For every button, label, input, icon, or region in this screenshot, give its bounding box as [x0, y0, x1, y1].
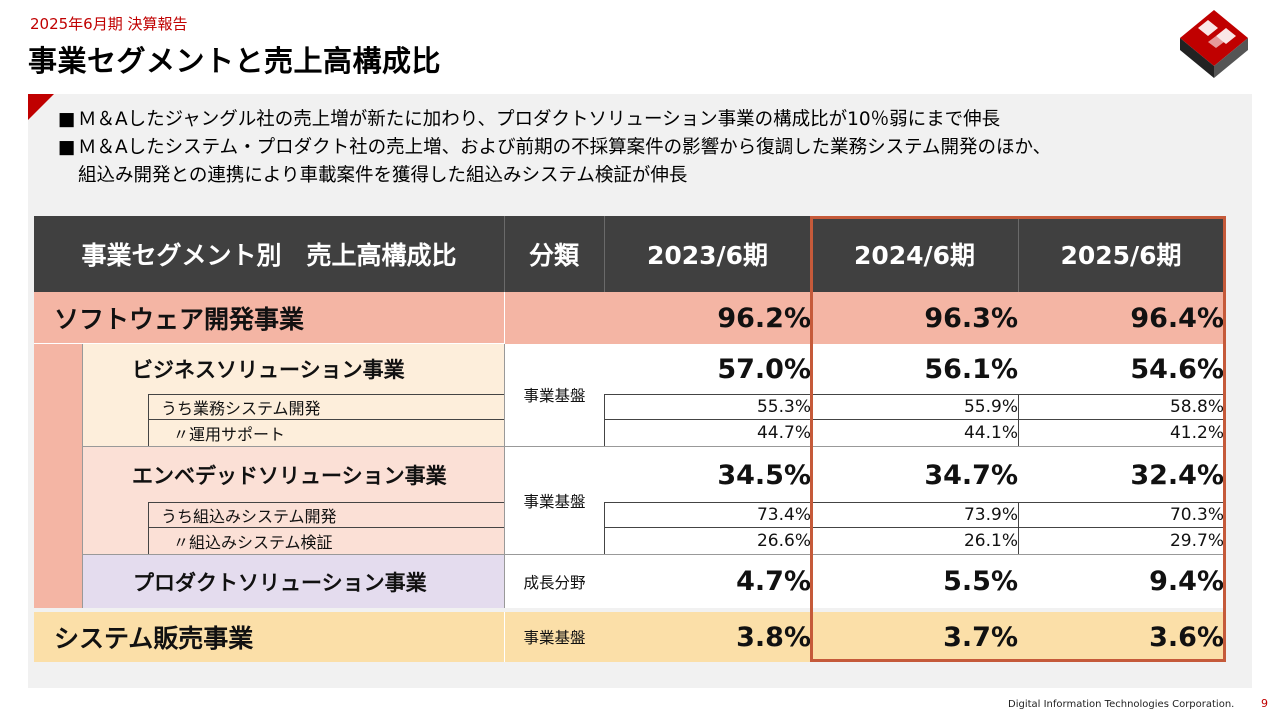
product-values-bg — [604, 554, 1224, 608]
software-2023: 96.2% — [604, 292, 811, 344]
bullet-mark: ■ — [58, 137, 76, 158]
header-divider — [604, 216, 605, 292]
system-sales-label: システム販売事業 — [34, 612, 504, 662]
business-sub1-2023: 55.3% — [604, 394, 811, 420]
business-2023: 57.0% — [717, 353, 811, 385]
header-2025: 2025/6期 — [1018, 216, 1224, 292]
row-separator — [34, 608, 1224, 612]
header-divider — [504, 216, 505, 292]
system-sales-category: 事業基盤 — [504, 612, 604, 662]
header-category: 分類 — [504, 216, 604, 292]
embedded-values-bg — [604, 446, 1224, 554]
product-2025: 9.4% — [1149, 565, 1224, 597]
bullet-1: ■ Ｍ＆Aしたジャングル社の売上増が新たに加わり、プロダクトソリューション事業の構… — [58, 106, 1051, 134]
bullet-2-continued: 組込み開発との連携により車載案件を獲得した組込みシステム検証が伸長 — [58, 162, 1051, 190]
system-sales-2023: 3.8% — [604, 612, 811, 662]
footer-company: Digital Information Technologies Corpora… — [1008, 699, 1235, 710]
embedded-sub1-2025: 70.3% — [1018, 502, 1224, 528]
header-divider — [1018, 216, 1019, 292]
embedded-sub1-2023: 73.4% — [604, 502, 811, 528]
header-segment: 事業セグメント別 売上高構成比 — [34, 216, 504, 292]
system-sales-2024: 3.7% — [811, 612, 1018, 662]
business-sub1-label: うち業務システム開発 — [148, 394, 504, 420]
highlight-frame — [810, 216, 1226, 662]
header-2024: 2024/6期 — [811, 216, 1018, 292]
business-label: ビジネスソリューション事業 — [132, 358, 405, 382]
bullet-text: Ｍ＆Aしたシステム・プロダクト社の売上増、および前期の不採算案件の影響から復調し… — [78, 137, 1052, 158]
bullet-text: 組込み開発との連携により車載案件を獲得した組込みシステム検証が伸長 — [78, 165, 688, 186]
embedded-label: エンベデッドソリューション事業 — [132, 464, 447, 488]
report-period: 2025年6月期 決算報告 — [30, 15, 188, 33]
bullet-mark: ■ — [58, 109, 76, 130]
system-sales-2025: 3.6% — [1018, 612, 1224, 662]
business-sub2-label: 〃運用サポート — [148, 420, 504, 446]
business-2024: 56.1% — [924, 353, 1018, 385]
embedded-sub2-2025: 29.7% — [1018, 528, 1224, 554]
embedded-sub1-label: うち組込みシステム開発 — [148, 502, 504, 528]
business-2025: 54.6% — [1130, 353, 1224, 385]
business-sub2-2025: 41.2% — [1018, 420, 1224, 446]
embedded-2025: 32.4% — [1130, 459, 1224, 491]
product-2023: 4.7% — [736, 565, 811, 597]
embedded-category: 事業基盤 — [504, 446, 604, 554]
business-values-bg — [604, 344, 1224, 446]
business-category: 事業基盤 — [504, 344, 604, 446]
software-label: ソフトウェア開発事業 — [34, 292, 504, 344]
company-logo — [1180, 10, 1248, 78]
business-sub1-2025: 58.8% — [1018, 394, 1224, 420]
product-category: 成長分野 — [504, 554, 604, 608]
software-category — [504, 292, 604, 344]
embedded-sub2-label: 〃組込みシステム検証 — [148, 528, 504, 554]
bullet-text: Ｍ＆Aしたジャングル社の売上増が新たに加わり、プロダクトソリューション事業の構成… — [78, 109, 1001, 130]
embedded-2024: 34.7% — [924, 459, 1018, 491]
corner-accent — [28, 94, 54, 120]
product-label: プロダクトソリューション事業 — [82, 554, 504, 608]
business-block — [82, 344, 504, 446]
header-2023: 2023/6期 — [604, 216, 811, 292]
summary-bullets: ■ Ｍ＆Aしたジャングル社の売上増が新たに加わり、プロダクトソリューション事業の構… — [58, 106, 1051, 190]
business-sub2-2023: 44.7% — [604, 420, 811, 446]
embedded-block — [82, 446, 504, 554]
product-2024: 5.5% — [943, 565, 1018, 597]
page-number: 9 — [1261, 697, 1268, 710]
software-2025: 96.4% — [1018, 292, 1224, 344]
software-strip — [34, 344, 82, 608]
embedded-2023: 34.5% — [717, 459, 811, 491]
bullet-2: ■ Ｍ＆Aしたシステム・プロダクト社の売上増、および前期の不採算案件の影響から復調… — [58, 134, 1051, 162]
page-title: 事業セグメントと売上高構成比 — [28, 44, 442, 78]
embedded-sub2-2023: 26.6% — [604, 528, 811, 554]
software-2024: 96.3% — [811, 292, 1018, 344]
segment-ratio-table: 事業セグメント別 売上高構成比 分類 2023/6期 2024/6期 2025/… — [34, 216, 1224, 662]
